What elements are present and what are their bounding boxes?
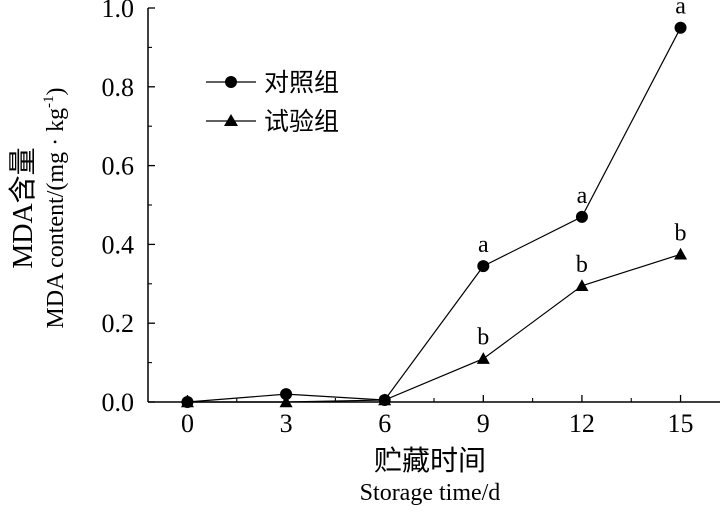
- legend: 对照组 试验组: [206, 69, 339, 136]
- markers: [180, 21, 688, 408]
- x-tick-label: 6: [378, 409, 391, 438]
- x-axis-title-cn: 贮藏时间: [374, 445, 486, 477]
- data-point-circle: [674, 21, 687, 34]
- x-tick-label: 0: [181, 409, 194, 438]
- y-axis-title-en-main: MDA content/(mg · kg: [43, 108, 69, 329]
- x-tick-label: 15: [668, 409, 694, 438]
- y-tick-label: 0.0: [102, 388, 135, 417]
- series-lines: [187, 27, 682, 403]
- axes: [147, 8, 720, 403]
- y-tick-label: 0.6: [102, 152, 135, 181]
- series-line-0: [187, 27, 682, 403]
- data-point-triangle: [575, 279, 589, 291]
- series-line-1: [187, 253, 681, 403]
- data-point-triangle: [279, 395, 293, 408]
- legend-label-treatment: 试验组: [264, 108, 339, 136]
- significance-label: b: [477, 325, 489, 351]
- data-point-triangle: [180, 395, 194, 408]
- legend-marker-circle: [225, 76, 237, 88]
- y-axis-title-en-sup: -1: [41, 95, 57, 108]
- data-point-triangle: [378, 393, 392, 406]
- x-tick-label: 12: [569, 409, 595, 438]
- significance-label: a: [577, 183, 588, 209]
- y-axis-title-en: MDA content/(mg · kg-1): [41, 87, 69, 328]
- ticks: 0.0 0.2 0.4 0.6 0.8 1.0 0 3 6 9 12 15: [102, 0, 694, 438]
- significance-label: a: [675, 0, 686, 20]
- x-tick-label: 9: [477, 409, 490, 438]
- significance-label: b: [675, 220, 687, 246]
- significance-labels: a a a b b b: [477, 0, 686, 351]
- data-point-triangle: [476, 352, 490, 364]
- significance-label: a: [478, 232, 489, 258]
- x-axis-title-en: Storage time/d: [360, 480, 501, 506]
- legend-marker-triangle: [224, 114, 238, 126]
- x-tick-label: 3: [280, 409, 293, 438]
- y-tick-label: 0.8: [102, 73, 135, 102]
- y-axis-title-en-end: ): [43, 87, 69, 95]
- data-point-circle: [575, 210, 588, 223]
- legend-label-control: 对照组: [264, 69, 339, 97]
- data-point-circle: [280, 388, 293, 401]
- significance-label: b: [576, 252, 588, 278]
- y-tick-label: 0.4: [102, 230, 135, 259]
- data-point-triangle: [674, 247, 688, 260]
- y-axis-title-cn: MDA含量: [7, 147, 39, 268]
- y-tick-label: 1.0: [102, 0, 135, 23]
- y-tick-label: 0.2: [102, 309, 135, 338]
- data-point-circle: [477, 260, 490, 273]
